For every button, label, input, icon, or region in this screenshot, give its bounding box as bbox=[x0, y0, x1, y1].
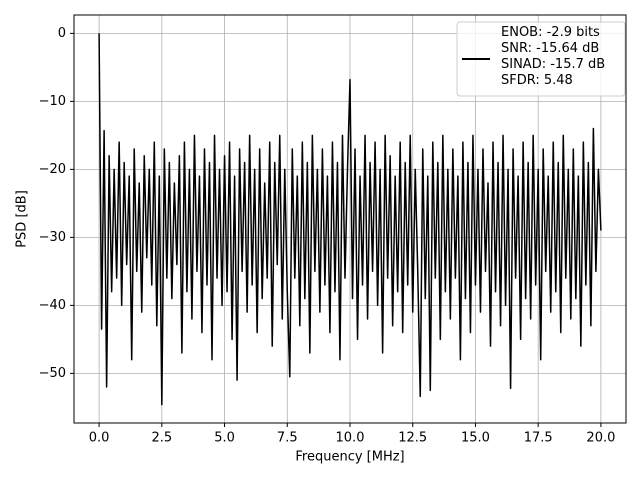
x-tick-label: 17.5 bbox=[524, 431, 553, 446]
grid bbox=[74, 15, 626, 423]
y-tick-label: −10 bbox=[39, 94, 66, 109]
x-tick-label: 20.0 bbox=[586, 431, 615, 446]
x-tick-label: 10.0 bbox=[336, 431, 365, 446]
y-tick-label: −30 bbox=[39, 230, 66, 245]
y-tick-label: −40 bbox=[39, 298, 66, 313]
y-tick-label: −50 bbox=[39, 366, 66, 381]
y-tick-label: −20 bbox=[39, 162, 66, 177]
ticks: 0.0 2.5 5.0 7.5 10.0 12.5 15.0 17.5 20.0 0 −10 −20 −… bbox=[39, 26, 616, 446]
x-axis-label: Frequency [MHz] bbox=[295, 450, 404, 465]
plot bbox=[98, 33, 602, 406]
x-tick-label: 2.5 bbox=[151, 431, 172, 446]
psd-line bbox=[98, 33, 602, 406]
x-tick-label: 7.5 bbox=[277, 431, 298, 446]
x-tick-label: 5.0 bbox=[214, 431, 235, 446]
y-axis-label: PSD [dB] bbox=[15, 190, 30, 248]
y-tick-label: 0 bbox=[58, 26, 66, 41]
x-tick-label: 0.0 bbox=[89, 431, 110, 446]
legend-label: ENOB: -2.9 bits SNR: -15.64 dB SINAD: -1… bbox=[501, 25, 606, 88]
legend-box bbox=[456, 21, 626, 97]
x-tick-label: 12.5 bbox=[398, 431, 427, 446]
x-tick-label: 15.0 bbox=[461, 431, 490, 446]
